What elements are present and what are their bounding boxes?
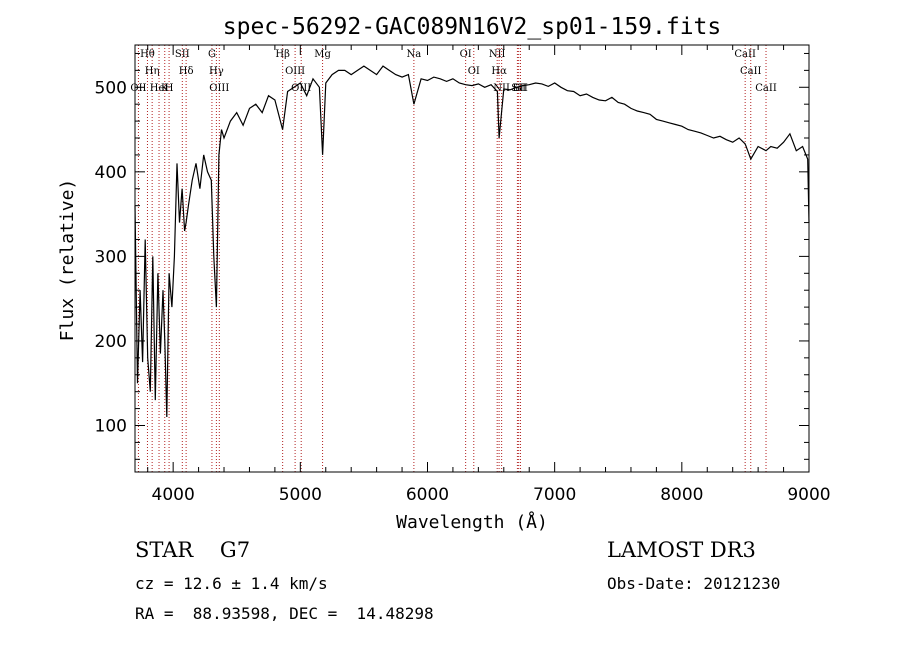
line-label-24: CaII — [734, 49, 756, 60]
x-tick-label-6000: 6000 — [406, 485, 449, 505]
coordinates: RA = 88.93598, DEC = 14.48298 — [135, 604, 434, 623]
survey-name: LAMOST DR3 — [607, 538, 756, 562]
x-tick-label-4000: 4000 — [152, 485, 195, 505]
line-label-8: G — [208, 49, 216, 60]
line-label-5: H — [165, 83, 174, 94]
spectrum-series — [134, 65, 810, 418]
y-tick-label-200: 200 — [95, 332, 127, 352]
line-label-23: SII — [513, 83, 528, 94]
line-label-15: Na — [407, 49, 422, 60]
y-tick-label-300: 300 — [95, 247, 127, 267]
line-label-13: OIII — [291, 83, 311, 94]
line-label-21: Li — [512, 83, 522, 94]
line-label-22: SII — [511, 83, 526, 94]
line-label-9: Hγ — [209, 66, 224, 77]
line-label-17: OI — [468, 66, 480, 77]
line-label-3: HeI — [150, 83, 169, 94]
line-label-19: Hα — [491, 66, 507, 77]
line-label-7: Hδ — [179, 66, 194, 77]
line-label-25: CaII — [740, 66, 762, 77]
line-label-2: OII — [130, 83, 146, 94]
line-label-14: Mg — [314, 49, 331, 60]
x-tick-label-9000: 9000 — [787, 485, 830, 505]
y-tick-label-400: 400 — [95, 163, 127, 183]
line-label-6: SII — [175, 49, 190, 60]
x-axis-label: Wavelength (Å) — [396, 511, 548, 533]
axes: 4000 5000 6000 7000 8000 9000 100 200 300 400 500 — [95, 45, 831, 505]
chart-title: spec-56292-GAC089N16V2_sp01-159.fits — [223, 14, 722, 40]
plot-frame — [134, 44, 810, 473]
line-label-18: NII — [489, 49, 506, 60]
line-label-11: Hβ — [275, 49, 290, 60]
line-label-0: Hθ — [140, 49, 155, 60]
x-tick-label-5000: 5000 — [279, 485, 322, 505]
y-tick-label-500: 500 — [95, 78, 127, 98]
line-label-12: OIII — [285, 66, 305, 77]
x-tick-label-7000: 7000 — [533, 485, 576, 505]
object-class: STAR G7 — [135, 538, 251, 562]
line-label-4: K — [161, 83, 169, 94]
redshift-velocity: cz = 12.6 ± 1.4 km/s — [135, 574, 328, 593]
series-line-spectrum — [134, 65, 810, 418]
line-label-1: Hη — [145, 66, 160, 77]
line-label-10: OIII — [209, 83, 229, 94]
y-tick-label-100: 100 — [95, 416, 127, 436]
y-axis-label: Flux (relative) — [57, 179, 78, 342]
line-label-16: OI — [460, 49, 472, 60]
observation-date: Obs-Date: 20121230 — [607, 574, 781, 593]
x-tick-label-8000: 8000 — [660, 485, 703, 505]
line-label-20: NII — [493, 83, 510, 94]
line-label-26: CaII — [755, 83, 777, 94]
